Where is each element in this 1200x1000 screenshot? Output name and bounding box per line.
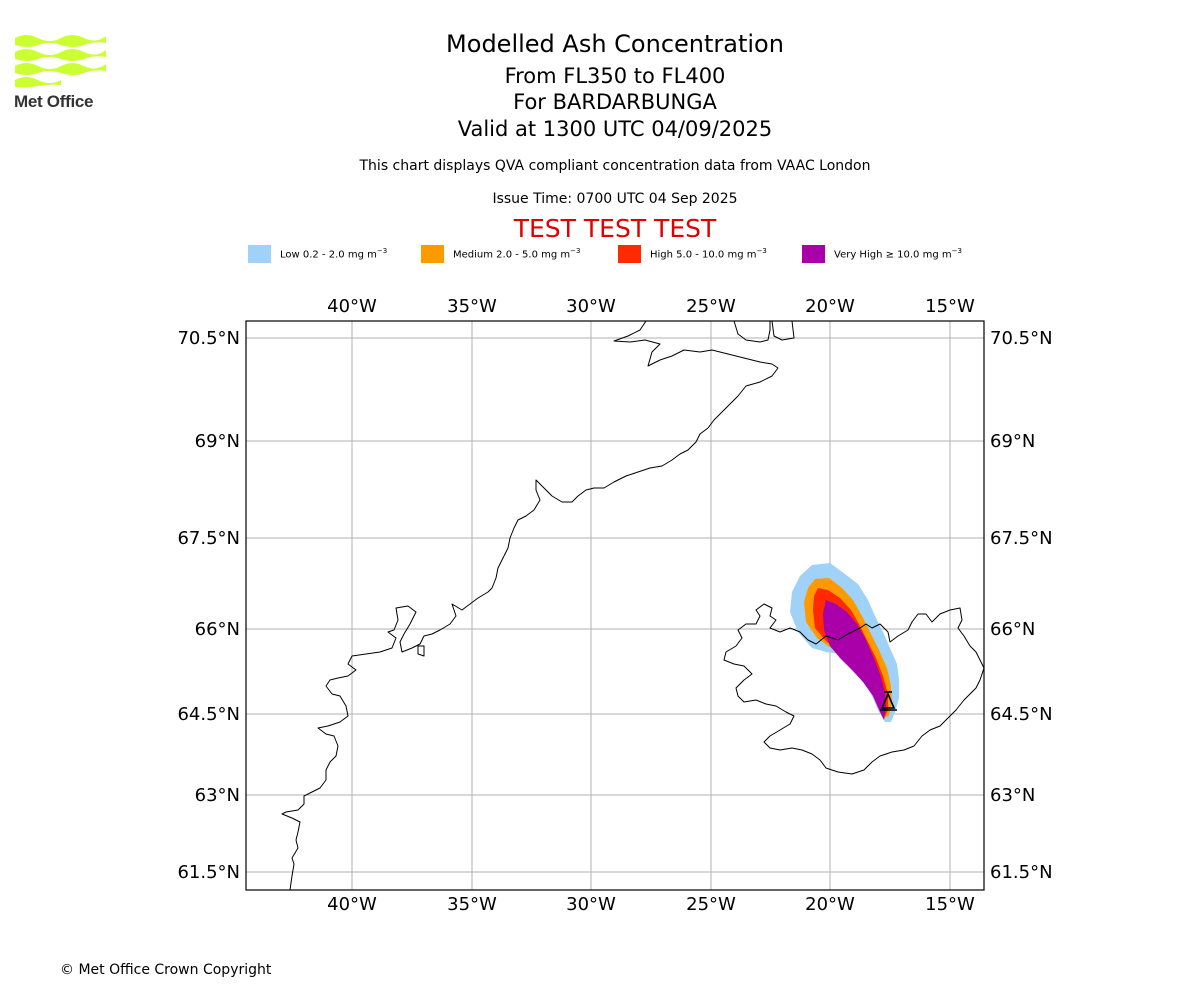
test-banner: TEST TEST TEST — [513, 214, 717, 243]
graticule — [246, 321, 984, 890]
legend-item-low: Low 0.2 - 2.0 mg m−3 — [248, 244, 387, 264]
chart-title: Modelled Ash Concentration — [446, 30, 784, 58]
coastline-iceland — [723, 603, 984, 775]
lat-label-left: 63°N — [195, 785, 240, 806]
map-frame — [245, 320, 985, 891]
legend-label-very-high: Very High ≥ 10.0 mg m−3 — [834, 247, 962, 261]
lat-label-right: 61.5°N — [990, 862, 1053, 883]
lon-label-bottom: 25°W — [686, 894, 736, 915]
legend-swatch-high — [618, 245, 641, 263]
coastline-north-fragment-2 — [771, 321, 795, 341]
lat-label-left: 66°N — [195, 619, 240, 640]
logo-text: Met Office — [14, 92, 94, 111]
legend-item-very-high: Very High ≥ 10.0 mg m−3 — [802, 244, 962, 264]
legend-label-low: Low 0.2 - 2.0 mg m−3 — [280, 247, 388, 261]
lat-label-right: 64.5°N — [990, 704, 1053, 725]
lon-label-bottom: 20°W — [805, 894, 855, 915]
valid-time: Valid at 1300 UTC 04/09/2025 — [457, 117, 773, 141]
chart-description: This chart displays QVA compliant concen… — [359, 158, 871, 174]
lon-label-top: 25°W — [686, 296, 736, 317]
right-latitude-labels: 70.5°N 69°N 67.5°N 66°N 64.5°N 63°N 61.5… — [990, 328, 1053, 883]
lat-label-right: 63°N — [990, 785, 1035, 806]
coastline-greenland — [281, 321, 779, 890]
flight-level-range: From FL350 to FL400 — [504, 64, 726, 88]
lon-label-top: 15°W — [925, 296, 975, 317]
lat-label-left: 69°N — [195, 431, 240, 452]
volcano-name: For BARDARBUNGA — [513, 90, 717, 114]
coastlines — [281, 321, 984, 890]
lon-label-top: 20°W — [805, 296, 855, 317]
lat-label-right: 66°N — [990, 619, 1035, 640]
legend-item-medium: Medium 2.0 - 5.0 mg m−3 — [421, 244, 580, 264]
volcano-marker-icon — [880, 691, 897, 711]
lon-label-bottom: 30°W — [566, 894, 616, 915]
lat-label-left: 67.5°N — [177, 528, 240, 549]
lon-label-bottom: 35°W — [447, 894, 497, 915]
bottom-longitude-labels: 40°W 35°W 30°W 25°W 20°W 15°W — [327, 894, 975, 915]
lon-label-bottom: 40°W — [327, 894, 377, 915]
lat-label-left: 70.5°N — [177, 328, 240, 349]
lat-label-left: 64.5°N — [177, 704, 240, 725]
coastline-islet — [417, 645, 425, 657]
legend-label-high: High 5.0 - 10.0 mg m−3 — [650, 247, 767, 261]
left-latitude-labels: 70.5°N 69°N 67.5°N 66°N 64.5°N 63°N 61.5… — [177, 328, 240, 883]
met-office-logo: Met Office — [14, 30, 109, 111]
lat-label-right: 69°N — [990, 431, 1035, 452]
lon-label-bottom: 15°W — [925, 894, 975, 915]
legend-swatch-low — [248, 245, 271, 263]
copyright-notice: © Met Office Crown Copyright — [60, 962, 272, 978]
lat-label-right: 70.5°N — [990, 328, 1053, 349]
legend-swatch-very-high — [802, 245, 825, 263]
ash-plume — [790, 563, 899, 722]
lon-label-top: 30°W — [566, 296, 616, 317]
lat-label-right: 67.5°N — [990, 528, 1053, 549]
ash-zone-very-high — [823, 600, 886, 720]
top-longitude-labels: 40°W 35°W 30°W 25°W 20°W 15°W — [327, 296, 975, 317]
legend-swatch-medium — [421, 245, 444, 263]
lat-label-left: 61.5°N — [177, 862, 240, 883]
legend-item-high: High 5.0 - 10.0 mg m−3 — [618, 244, 767, 264]
issue-time: Issue Time: 0700 UTC 04 Sep 2025 — [492, 191, 738, 207]
met-office-waves-icon — [15, 35, 106, 88]
lon-label-top: 40°W — [327, 296, 377, 317]
legend-label-medium: Medium 2.0 - 5.0 mg m−3 — [453, 247, 581, 261]
coastline-north-fragment — [733, 321, 771, 343]
lon-label-top: 35°W — [447, 296, 497, 317]
legend: Low 0.2 - 2.0 mg m−3 Medium 2.0 - 5.0 mg… — [248, 244, 1008, 264]
